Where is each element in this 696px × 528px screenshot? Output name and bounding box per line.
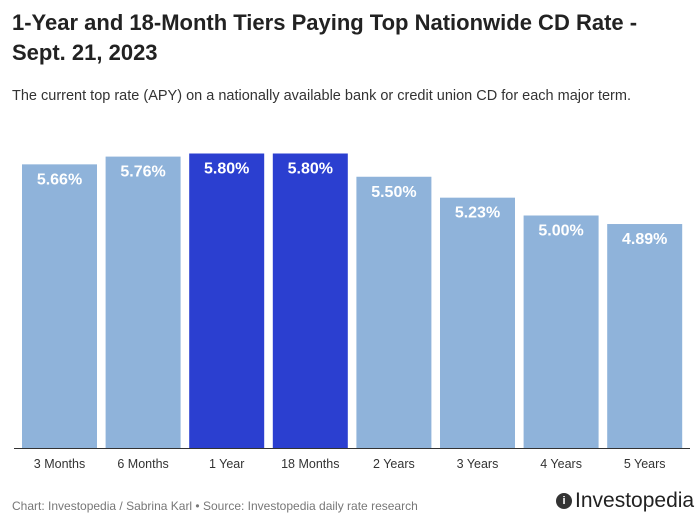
logo-icon: i bbox=[556, 493, 572, 509]
x-tick-label: 1 Year bbox=[209, 457, 244, 471]
data-label: 5.00% bbox=[538, 223, 583, 240]
x-tick-label: 3 Years bbox=[457, 457, 499, 471]
data-label: 5.23% bbox=[455, 205, 500, 222]
data-label: 4.89% bbox=[622, 231, 667, 248]
investopedia-logo: i Investopedia bbox=[556, 489, 694, 513]
bar-5-years bbox=[607, 224, 683, 448]
chart-subtitle: The current top rate (APY) on a national… bbox=[12, 88, 631, 104]
bar-2-years bbox=[356, 176, 432, 448]
x-tick-label: 5 Years bbox=[624, 457, 666, 471]
bar-3-years bbox=[440, 197, 515, 448]
data-label: 5.76% bbox=[120, 164, 165, 181]
data-label: 5.80% bbox=[204, 161, 249, 178]
bar-18-months bbox=[272, 153, 348, 448]
source-footer: Chart: Investopedia / Sabrina Karl • Sou… bbox=[12, 499, 418, 513]
x-tick-label: 18 Months bbox=[281, 457, 339, 471]
bar-4-years bbox=[523, 215, 599, 448]
chart-title: 1-Year and 18-Month Tiers Paying Top Nat… bbox=[12, 10, 638, 65]
data-label: 5.66% bbox=[37, 171, 82, 188]
bar-1-year bbox=[189, 153, 265, 448]
bar-3-months bbox=[22, 164, 97, 448]
bar-6-months bbox=[105, 156, 181, 448]
x-tick-label: 2 Years bbox=[373, 457, 415, 471]
x-tick-label: 6 Months bbox=[117, 457, 168, 471]
x-tick-label: 4 Years bbox=[540, 457, 582, 471]
data-label: 5.80% bbox=[288, 161, 333, 178]
x-tick-label: 3 Months bbox=[34, 457, 85, 471]
logo-text: Investopedia bbox=[575, 489, 695, 512]
data-label: 5.50% bbox=[371, 184, 416, 201]
